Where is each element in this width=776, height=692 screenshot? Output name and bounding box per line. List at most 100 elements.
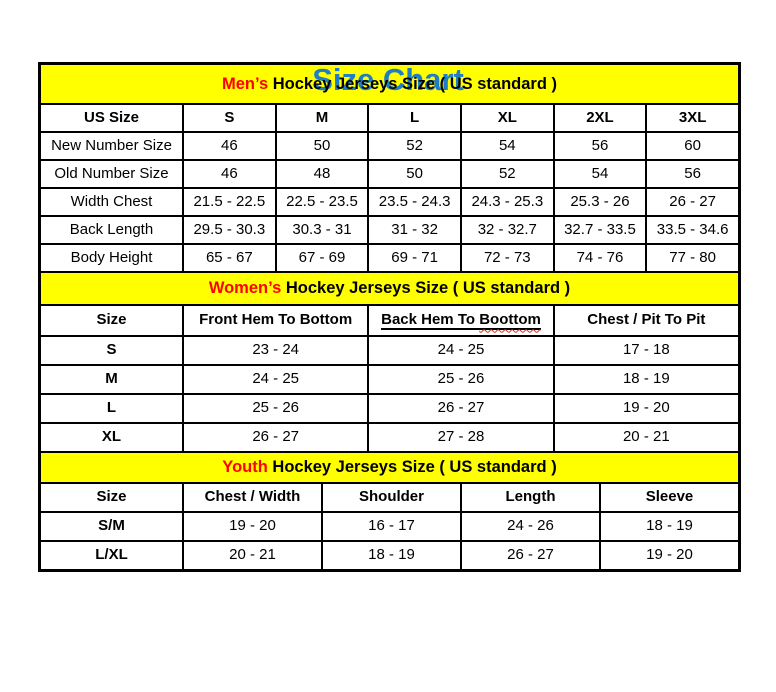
section-title: Women’s Hockey Jerseys Size ( US standar…	[39, 271, 740, 306]
section-title-accent: Men’s	[221, 74, 269, 93]
size-chart-frame: Men’s Hockey Jerseys Size ( US standard …	[38, 62, 741, 572]
size-value: 24.3 - 25.3	[459, 187, 555, 217]
column-header: Length	[460, 482, 601, 513]
row-label: S	[39, 335, 184, 366]
size-value: 22.5 - 23.5	[274, 187, 370, 217]
column-header: S	[182, 103, 277, 133]
table-row: L/XL 20 - 21 18 - 19 26 - 27 19 - 20	[39, 540, 740, 571]
size-value: 52	[367, 131, 462, 161]
size-value: 48	[274, 159, 370, 189]
size-value: 18 - 19	[599, 511, 740, 542]
row-label: New Number Size	[39, 131, 184, 161]
size-value: 20 - 21	[182, 540, 323, 571]
column-header: US Size	[39, 103, 184, 133]
row-label: Body Height	[39, 243, 184, 273]
misspelled-word: Boottom	[479, 311, 541, 329]
size-value: 31 - 32	[367, 215, 462, 245]
row-label: Old Number Size	[39, 159, 184, 189]
table-row: Old Number Size 46 48 50 52 54 56	[39, 159, 740, 189]
size-value: 26 - 27	[367, 393, 555, 424]
size-value: 32 - 32.7	[459, 215, 555, 245]
size-value: 23.5 - 24.3	[367, 187, 462, 217]
table-row: S/M 19 - 20 16 - 17 24 - 26 18 - 19	[39, 511, 740, 542]
size-value: 33.5 - 34.6	[645, 215, 740, 245]
size-value: 19 - 20	[599, 540, 740, 571]
table-row: M 24 - 25 25 - 26 18 - 19	[39, 364, 741, 395]
size-value: 24 - 26	[460, 511, 601, 542]
size-value: 20 - 21	[552, 422, 741, 453]
table-row: L 25 - 26 26 - 27 19 - 20	[39, 393, 741, 424]
table-row: S 23 - 24 24 - 25 17 - 18	[39, 335, 741, 366]
row-label: Back Length	[39, 215, 184, 245]
size-value: 56	[645, 159, 740, 189]
column-header: Sleeve	[599, 482, 740, 513]
size-value: 25 - 26	[367, 364, 555, 395]
size-value: 26 - 27	[460, 540, 601, 571]
row-label: L	[39, 393, 184, 424]
column-header: Chest / Width	[182, 482, 323, 513]
row-label: XL	[39, 422, 184, 453]
size-value: 52	[459, 159, 555, 189]
size-value: 56	[552, 131, 648, 161]
size-value: 46	[182, 159, 277, 189]
row-label: S/M	[39, 511, 184, 542]
size-value: 19 - 20	[552, 393, 741, 424]
column-header: XL	[459, 103, 555, 133]
column-header: 3XL	[645, 103, 740, 133]
column-header: L	[367, 103, 462, 133]
size-value: 24 - 25	[181, 364, 370, 395]
size-value: 77 - 80	[645, 243, 740, 273]
size-value: 46	[182, 131, 277, 161]
section-title: Men’s Hockey Jerseys Size ( US standard …	[39, 63, 740, 105]
table-row: Width Chest 21.5 - 22.5 22.5 - 23.5 23.5 - …	[39, 187, 740, 217]
size-value: 29.5 - 30.3	[182, 215, 277, 245]
size-value: 17 - 18	[552, 335, 741, 366]
size-value: 21.5 - 22.5	[182, 187, 277, 217]
row-label: L/XL	[39, 540, 184, 571]
section-title: Youth Hockey Jerseys Size ( US standard …	[39, 451, 740, 484]
size-value: 27 - 28	[367, 422, 555, 453]
size-value: 30.3 - 31	[274, 215, 370, 245]
table-row: New Number Size 46 50 52 54 56 60	[39, 131, 740, 161]
table-row: XL 26 - 27 27 - 28 20 - 21	[39, 422, 741, 453]
size-value: 72 - 73	[459, 243, 555, 273]
size-value: 16 - 17	[321, 511, 462, 542]
table-row: Back Length 29.5 - 30.3 30.3 - 31 31 - 32 32…	[39, 215, 740, 245]
column-header: 2XL	[552, 103, 648, 133]
size-value: 67 - 69	[274, 243, 370, 273]
size-value: 23 - 24	[181, 335, 370, 366]
page-title: Size Chart	[0, 0, 776, 97]
size-value: 54	[552, 159, 648, 189]
column-header: Back Hem To Boottom	[367, 304, 555, 337]
size-value: 65 - 67	[182, 243, 277, 273]
size-value: 32.7 - 33.5	[552, 215, 648, 245]
size-value: 24 - 25	[367, 335, 555, 366]
size-value: 19 - 20	[182, 511, 323, 542]
underlined-phrase: Back Hem To Boottom	[381, 311, 541, 331]
size-value: 18 - 19	[552, 364, 741, 395]
column-header: M	[274, 103, 370, 133]
table-row: Body Height 65 - 67 67 - 69 69 - 71 72 - 73 7…	[39, 243, 740, 273]
column-header: Size	[39, 304, 184, 337]
size-value: 74 - 76	[552, 243, 648, 273]
size-value: 25 - 26	[181, 393, 370, 424]
size-value: 18 - 19	[321, 540, 462, 571]
size-value: 26 - 27	[645, 187, 740, 217]
column-header: Chest / Pit To Pit	[552, 304, 741, 337]
size-value: 25.3 - 26	[552, 187, 648, 217]
size-value: 54	[459, 131, 555, 161]
section-title-accent: Youth	[222, 458, 268, 477]
size-value: 26 - 27	[181, 422, 370, 453]
column-header: Front Hem To Bottom	[181, 304, 370, 337]
row-label: Width Chest	[39, 187, 184, 217]
size-value: 50	[274, 131, 370, 161]
mens-size-table: Men’s Hockey Jerseys Size ( US standard …	[39, 63, 740, 273]
column-header: Size	[39, 482, 184, 513]
womens-size-table: Women’s Hockey Jerseys Size ( US standar…	[39, 271, 741, 453]
size-value: 69 - 71	[367, 243, 462, 273]
youth-size-table: Youth Hockey Jerseys Size ( US standard …	[39, 451, 740, 571]
size-value: 60	[645, 131, 740, 161]
size-value: 50	[367, 159, 462, 189]
column-header: Shoulder	[321, 482, 462, 513]
